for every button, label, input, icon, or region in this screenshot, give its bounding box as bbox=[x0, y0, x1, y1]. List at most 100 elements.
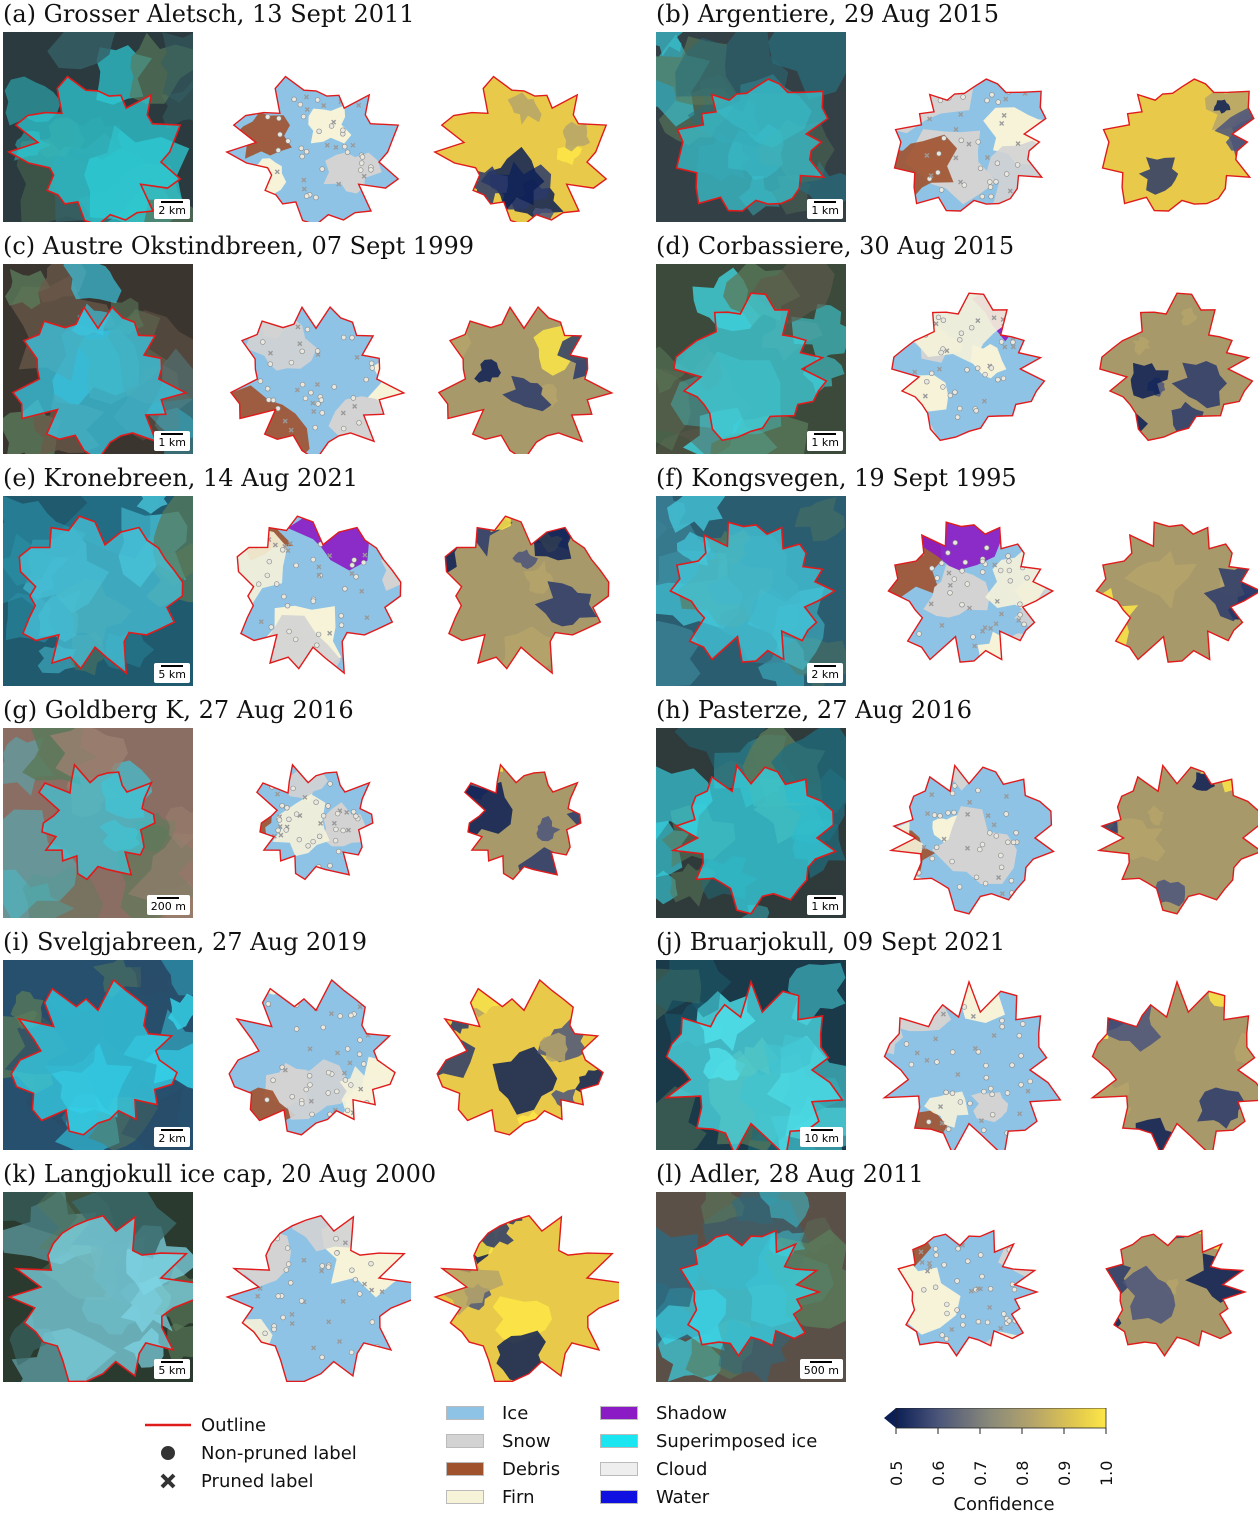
glacier-panel: (k) Langjokull ice cap, 20 Aug 2000 5 km bbox=[3, 1160, 632, 1392]
legend-swatch bbox=[446, 1406, 484, 1420]
panel-title: (b) Argentiere, 29 Aug 2015 bbox=[656, 0, 1000, 28]
glacier-panel: (b) Argentiere, 29 Aug 2015 1 km bbox=[656, 0, 1258, 232]
glacier-panel: (j) Bruarjokull, 09 Sept 2021 10 km bbox=[656, 928, 1258, 1160]
legend-class-label: Shadow bbox=[656, 1402, 728, 1424]
legend-class-label: Snow bbox=[502, 1430, 551, 1452]
confidence-map bbox=[429, 1192, 619, 1382]
colorbar-tick-label: 0.6 bbox=[929, 1460, 948, 1486]
scale-bar-label: 2 km bbox=[811, 668, 839, 681]
satellite-image: 1 km bbox=[656, 728, 846, 918]
legend-class-item: Ice bbox=[446, 1400, 528, 1426]
scale-bar-label: 2 km bbox=[158, 204, 186, 217]
scale-bar: 5 km bbox=[154, 1359, 190, 1379]
legend-swatch bbox=[600, 1490, 638, 1504]
confidence-map bbox=[1082, 264, 1258, 454]
panel-title: (d) Corbassiere, 30 Aug 2015 bbox=[656, 232, 1015, 260]
legend-outline-label: Outline bbox=[201, 1414, 267, 1436]
legend-pruned: Pruned label bbox=[145, 1468, 314, 1494]
glacier-panel: (f) Kongsvegen, 19 Sept 1995 2 km bbox=[656, 464, 1258, 696]
classification-map bbox=[874, 264, 1064, 454]
glacier-panel: (e) Kronebreen, 14 Aug 2021 5 km bbox=[3, 464, 632, 696]
satellite-image: 2 km bbox=[656, 496, 846, 686]
confidence-map bbox=[1082, 1192, 1258, 1382]
scale-bar: 2 km bbox=[154, 199, 190, 219]
glacier-panel: (g) Goldberg K, 27 Aug 2016 200 m bbox=[3, 696, 632, 928]
red-line-icon bbox=[145, 1423, 191, 1427]
legend: Outline Non-pruned label Pruned label Ic… bbox=[0, 1396, 1258, 1515]
scale-bar: 200 m bbox=[146, 895, 190, 915]
scale-bar-label: 1 km bbox=[811, 900, 839, 913]
scale-bar: 1 km bbox=[807, 895, 843, 915]
classification-map bbox=[874, 960, 1064, 1150]
colorbar-tick-label: 0.5 bbox=[887, 1460, 906, 1486]
glacier-panel: (h) Pasterze, 27 Aug 2016 1 km bbox=[656, 696, 1258, 928]
legend-class-label: Cloud bbox=[656, 1458, 708, 1480]
colorbar-tick-label: 1.0 bbox=[1097, 1460, 1116, 1486]
colorbar-tick-label: 0.7 bbox=[971, 1460, 990, 1486]
scale-bar: 2 km bbox=[807, 663, 843, 683]
scale-bar: 10 km bbox=[800, 1127, 843, 1147]
confidence-map bbox=[1082, 728, 1258, 918]
glacier-panel: (i) Svelgjabreen, 27 Aug 2019 2 km bbox=[3, 928, 632, 1160]
legend-class-item: Debris bbox=[446, 1456, 560, 1482]
classification-map bbox=[221, 496, 411, 686]
confidence-map bbox=[429, 728, 619, 918]
satellite-image: 500 m bbox=[656, 1192, 846, 1382]
classification-map bbox=[221, 728, 411, 918]
classification-map bbox=[221, 1192, 411, 1382]
panel-title: (h) Pasterze, 27 Aug 2016 bbox=[656, 696, 972, 724]
satellite-image: 1 km bbox=[3, 264, 193, 454]
confidence-map bbox=[1082, 496, 1258, 686]
scale-bar: 1 km bbox=[154, 431, 190, 451]
classification-map bbox=[874, 496, 1064, 686]
glacier-panel: (d) Corbassiere, 30 Aug 2015 1 km bbox=[656, 232, 1258, 464]
legend-swatch bbox=[446, 1434, 484, 1448]
classification-map bbox=[221, 960, 411, 1150]
panel-title: (j) Bruarjokull, 09 Sept 2021 bbox=[656, 928, 1006, 956]
scale-bar-label: 500 m bbox=[803, 1364, 839, 1377]
legend-class-item: Shadow bbox=[600, 1400, 727, 1426]
legend-swatch bbox=[600, 1434, 638, 1448]
scale-bar-label: 200 m bbox=[150, 900, 186, 913]
scale-bar: 2 km bbox=[154, 1127, 190, 1147]
glacier-panel: (a) Grosser Aletsch, 13 Sept 2011 2 km bbox=[3, 0, 632, 232]
panel-title: (k) Langjokull ice cap, 20 Aug 2000 bbox=[3, 1160, 437, 1188]
colorbar-tick-label: 0.8 bbox=[1013, 1460, 1032, 1486]
satellite-image: 5 km bbox=[3, 1192, 193, 1382]
colorbar: 0.5 0.6 0.7 0.8 0.9 1.0 Confidence bbox=[884, 1408, 1116, 1515]
legend-class-item: Firn bbox=[446, 1484, 535, 1510]
legend-pruned-label: Pruned label bbox=[201, 1470, 314, 1492]
confidence-map bbox=[1082, 32, 1258, 222]
glacier-panel: (c) Austre Okstindbreen, 07 Sept 1999 1 … bbox=[3, 232, 632, 464]
legend-class-label: Water bbox=[656, 1486, 710, 1508]
scale-bar-label: 1 km bbox=[811, 204, 839, 217]
classification-map bbox=[221, 32, 411, 222]
classification-map bbox=[874, 32, 1064, 222]
scale-bar: 500 m bbox=[799, 1359, 843, 1379]
colorbar-gradient bbox=[884, 1408, 1107, 1434]
scale-bar-label: 1 km bbox=[811, 436, 839, 449]
legend-class-label: Ice bbox=[502, 1402, 529, 1424]
scale-bar-label: 10 km bbox=[804, 1132, 839, 1145]
colorbar-label: Confidence bbox=[953, 1494, 1055, 1515]
scale-bar-label: 2 km bbox=[158, 1132, 186, 1145]
scale-bar: 1 km bbox=[807, 431, 843, 451]
classification-map bbox=[874, 728, 1064, 918]
legend-swatch bbox=[600, 1462, 638, 1476]
legend-class-item: Cloud bbox=[600, 1456, 707, 1482]
glacier-panel: (l) Adler, 28 Aug 2011 500 m bbox=[656, 1160, 1258, 1392]
confidence-map bbox=[429, 960, 619, 1150]
legend-class-item: Snow bbox=[446, 1428, 551, 1454]
scale-bar: 5 km bbox=[154, 663, 190, 683]
panel-title: (l) Adler, 28 Aug 2011 bbox=[656, 1160, 924, 1188]
scale-bar-label: 5 km bbox=[158, 668, 186, 681]
panel-title: (e) Kronebreen, 14 Aug 2021 bbox=[3, 464, 359, 492]
cross-icon bbox=[160, 1473, 176, 1489]
colorbar-tick-label: 0.9 bbox=[1055, 1460, 1074, 1486]
legend-non-pruned: Non-pruned label bbox=[145, 1440, 357, 1466]
satellite-image: 200 m bbox=[3, 728, 193, 918]
legend-class-label: Firn bbox=[502, 1486, 535, 1508]
panel-title: (c) Austre Okstindbreen, 07 Sept 1999 bbox=[3, 232, 475, 260]
satellite-image: 1 km bbox=[656, 264, 846, 454]
legend-swatch bbox=[446, 1462, 484, 1476]
